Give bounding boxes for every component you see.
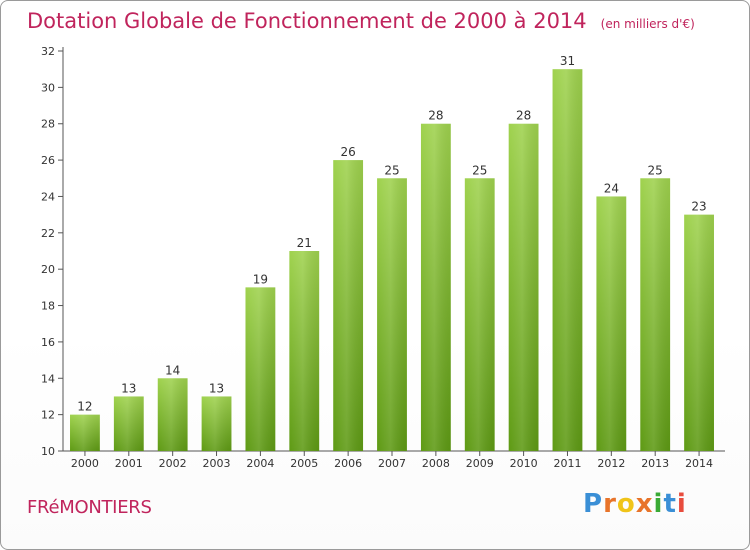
data-label: 28 xyxy=(516,109,531,123)
x-tick-label: 2007 xyxy=(378,457,406,470)
data-label: 12 xyxy=(77,400,92,414)
x-tick-label: 2003 xyxy=(203,457,231,470)
brand-letter: x xyxy=(635,489,654,519)
x-tick-label: 2002 xyxy=(159,457,187,470)
data-label: 25 xyxy=(648,163,663,177)
y-tick-label: 12 xyxy=(41,409,55,422)
y-tick-label: 14 xyxy=(41,372,55,385)
data-label: 21 xyxy=(297,236,312,250)
y-tick-label: 28 xyxy=(41,118,55,131)
data-labels: 12 13 14 13 19 21 26 25 28 25 28 31 24 25 23 xyxy=(77,54,706,413)
x-tick-label: 2005 xyxy=(290,457,318,470)
title-line: Dotation Globale de Fonctionnement de 20… xyxy=(27,9,695,33)
bars xyxy=(70,69,714,452)
data-label: 26 xyxy=(340,145,355,159)
y-axis: 10 12 14 16 18 20 22 24 26 28 30 32 xyxy=(41,45,64,458)
x-tick-label: 2011 xyxy=(553,457,581,470)
bar-shine xyxy=(684,214,714,451)
bar-shine xyxy=(508,123,539,452)
data-label: 24 xyxy=(604,181,619,195)
commune-name: FRéMONTIERS xyxy=(27,497,152,518)
x-tick-label: 2013 xyxy=(641,457,669,470)
y-tick-label: 16 xyxy=(41,336,55,349)
x-tick-label: 2010 xyxy=(510,457,538,470)
bar-shine xyxy=(377,178,407,452)
bar-shine xyxy=(333,160,364,451)
y-tick-label: 24 xyxy=(41,190,55,203)
bar-shine xyxy=(289,251,320,451)
bar-shine xyxy=(464,178,495,452)
x-tick-label: 2009 xyxy=(466,457,494,470)
bar-shine xyxy=(201,396,232,451)
x-tick-label: 2001 xyxy=(115,457,143,470)
bar-shine xyxy=(113,396,144,451)
brand-letter: i xyxy=(676,489,687,519)
data-label: 28 xyxy=(428,109,443,123)
bar-shine xyxy=(552,69,583,451)
y-tick-label: 30 xyxy=(41,81,55,94)
bar-shine xyxy=(70,414,100,451)
bar-shine xyxy=(245,287,276,451)
bar-shine xyxy=(420,123,451,452)
chart-title: Dotation Globale de Fonctionnement de 20… xyxy=(27,9,587,33)
proxiti-logo[interactable]: Proxiti xyxy=(583,489,687,519)
data-label: 25 xyxy=(384,163,399,177)
brand-letter: t xyxy=(663,489,677,519)
y-tick-label: 10 xyxy=(41,445,55,458)
x-tick-label: 2014 xyxy=(685,457,713,470)
brand-letter: i xyxy=(653,489,664,519)
x-axis: 2000 2001 2002 2003 2004 2005 2006 2007 2008 2009… xyxy=(63,450,725,470)
data-label: 13 xyxy=(209,381,224,395)
data-label: 23 xyxy=(691,200,706,214)
data-label: 19 xyxy=(253,272,268,286)
x-tick-label: 2004 xyxy=(246,457,274,470)
y-tick-label: 18 xyxy=(41,300,55,313)
bar-shine xyxy=(596,196,627,451)
brand-letter: o xyxy=(616,489,636,519)
bar-shine xyxy=(640,178,671,452)
brand-letter: P xyxy=(583,489,604,519)
data-label: 31 xyxy=(560,54,575,68)
y-tick-label: 32 xyxy=(41,45,55,58)
chart-subtitle: (en milliers d'€) xyxy=(600,17,695,31)
y-tick-label: 22 xyxy=(41,227,55,240)
data-label: 14 xyxy=(165,363,180,377)
x-tick-label: 2008 xyxy=(422,457,450,470)
data-label: 25 xyxy=(472,163,487,177)
y-tick-label: 20 xyxy=(41,263,55,276)
x-tick-label: 2012 xyxy=(597,457,625,470)
x-tick-label: 2000 xyxy=(71,457,99,470)
bar-shine xyxy=(157,378,188,451)
y-tick-label: 26 xyxy=(41,154,55,167)
data-label: 13 xyxy=(121,381,136,395)
x-tick-label: 2006 xyxy=(334,457,362,470)
brand-letter: r xyxy=(603,489,617,519)
